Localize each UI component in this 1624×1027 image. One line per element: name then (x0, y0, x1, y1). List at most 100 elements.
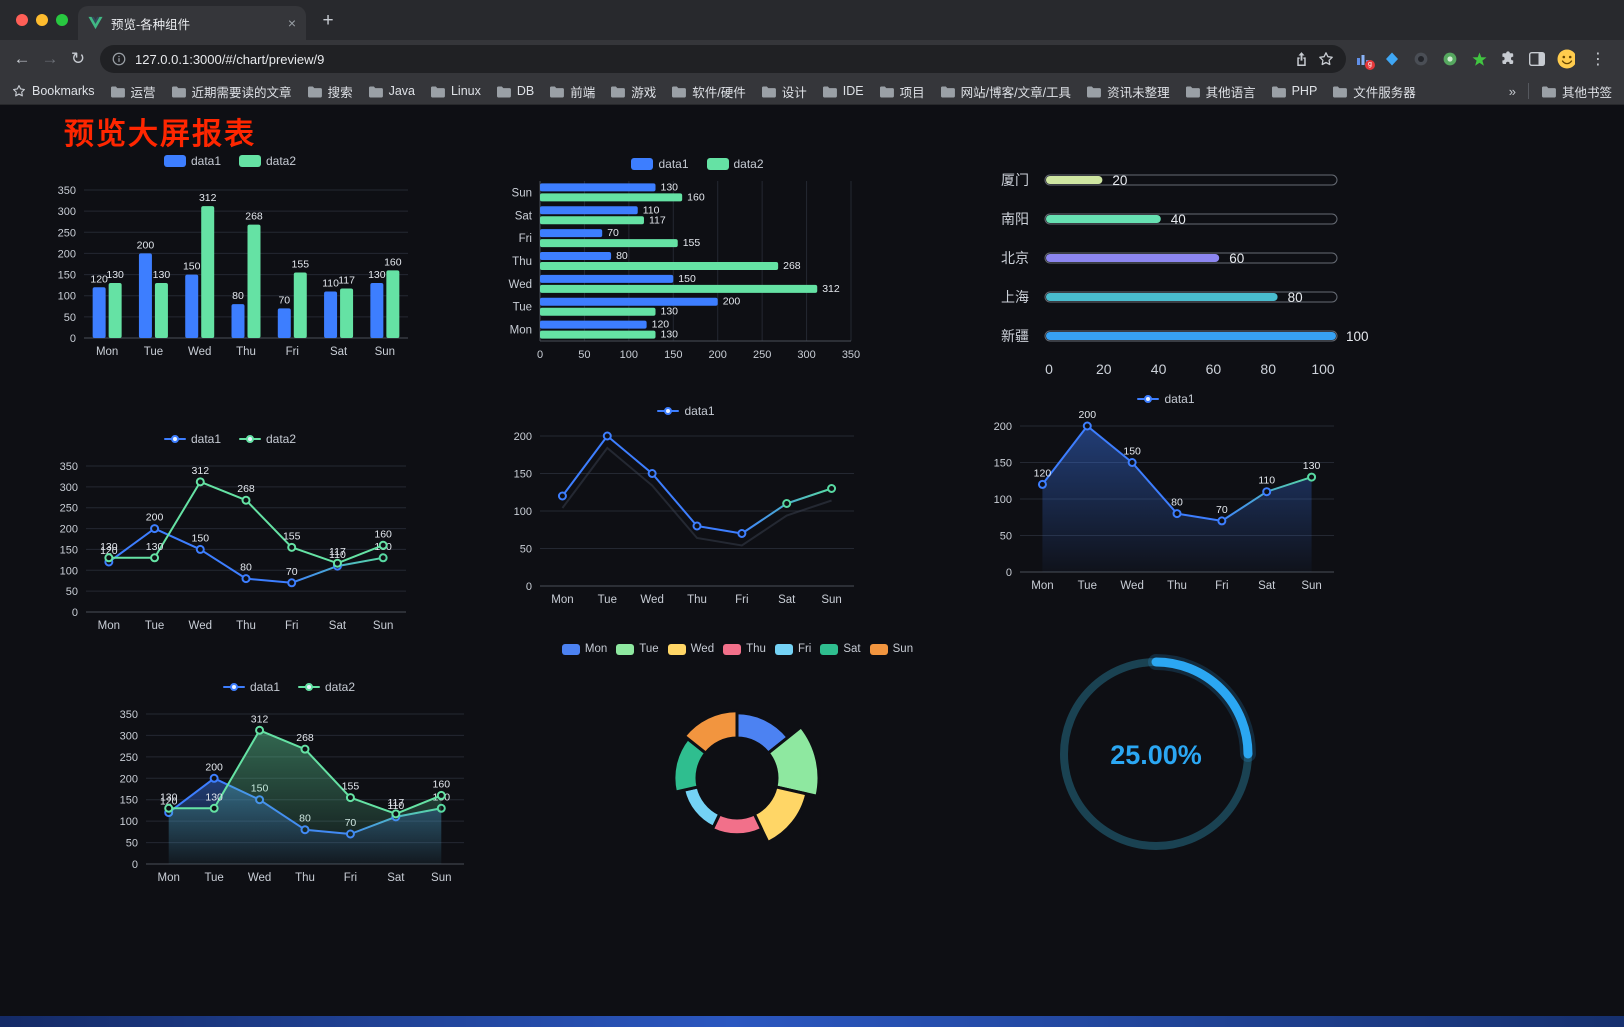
browser-menu-button[interactable]: ⋮ (1590, 51, 1606, 68)
other-bookmarks-folder[interactable]: 其他书签 (1541, 82, 1612, 101)
bookmark-folder[interactable]: IDE (822, 82, 864, 101)
legend-swatch (667, 643, 686, 655)
profile-avatar[interactable] (1557, 49, 1575, 69)
folder-icon (672, 85, 687, 97)
legend-item[interactable]: Sun (869, 643, 913, 655)
legend-item[interactable]: Thu (723, 643, 766, 655)
legend-item[interactable]: data2 (298, 680, 355, 694)
svg-text:Fri: Fri (735, 594, 748, 606)
svg-text:Thu: Thu (1167, 580, 1187, 592)
bookmark-folder[interactable]: 项目 (879, 82, 925, 101)
svg-text:150: 150 (1123, 446, 1141, 458)
svg-text:250: 250 (60, 503, 78, 515)
svg-text:130: 130 (368, 269, 386, 281)
svg-text:Thu: Thu (512, 256, 532, 268)
legend-item[interactable]: Sat (820, 643, 861, 655)
bookmark-folder[interactable]: 网站/博客/文章/工具 (940, 82, 1071, 101)
legend-swatch (631, 158, 654, 170)
bookmark-star-icon[interactable] (1318, 51, 1334, 67)
legend-item[interactable]: data1 (1137, 392, 1195, 406)
svg-text:130: 130 (160, 791, 178, 803)
bookmark-folder[interactable]: 前端 (549, 82, 595, 101)
bookmark-folder[interactable]: PHP (1271, 82, 1317, 101)
reload-button[interactable]: ↻ (70, 49, 86, 68)
legend-label: data2 (733, 157, 764, 171)
minimize-window-button[interactable] (36, 14, 48, 26)
line-chart-canvas: 0 50 100 150 200 250 300 350 Mon Tue Wed Thu Fri Sat S… (60, 461, 406, 632)
legend-label: data2 (266, 432, 297, 446)
svg-text:Sun: Sun (512, 187, 532, 199)
bookmark-folder[interactable]: 软件/硬件 (671, 82, 746, 101)
legend-item[interactable]: data1 (163, 432, 221, 446)
chart-legend: data1 data2 (631, 153, 764, 175)
bookmark-folder[interactable]: Java (368, 82, 415, 101)
green-circle-extension-icon[interactable] (1441, 50, 1459, 68)
svg-text:Sat: Sat (387, 872, 405, 884)
svg-text:Sun: Sun (373, 620, 393, 632)
new-tab-button[interactable]: + (322, 10, 334, 31)
bookmark-label: Java (388, 84, 415, 98)
url-text[interactable]: 127.0.0.1:3000/#/chart/preview/9 (135, 51, 325, 67)
legend-item[interactable]: Fri (774, 643, 811, 655)
kite-extension-icon[interactable] (1383, 50, 1401, 68)
tab-favicon (88, 16, 103, 30)
tab-close-button[interactable]: × (287, 15, 296, 31)
legend-item[interactable]: Mon (561, 643, 607, 655)
bookmark-folder[interactable]: 运营 (110, 82, 156, 101)
browser-tab[interactable]: 预览-各种组件 × (78, 6, 306, 40)
green-star-extension-icon[interactable] (1470, 50, 1488, 68)
svg-text:312: 312 (822, 283, 840, 295)
svg-text:Sun: Sun (821, 594, 841, 606)
extensions-puzzle-icon[interactable] (1499, 50, 1517, 68)
bookmark-folder[interactable]: 搜索 (307, 82, 353, 101)
close-window-button[interactable] (16, 14, 28, 26)
svg-text:150: 150 (60, 544, 78, 556)
bookmark-folder[interactable]: DB (496, 82, 534, 101)
svg-text:130: 130 (153, 269, 171, 281)
svg-text:Sat: Sat (515, 210, 533, 222)
svg-text:120: 120 (652, 319, 670, 331)
bookmark-label: 其他语言 (1205, 85, 1256, 100)
analytics-extension-icon[interactable]: g (1354, 50, 1375, 70)
forward-button[interactable]: → (41, 49, 59, 68)
svg-text:60: 60 (1206, 361, 1222, 377)
legend-item[interactable]: data1 (631, 157, 689, 171)
svg-text:Fri: Fri (286, 346, 299, 358)
address-bar[interactable]: 127.0.0.1:3000/#/chart/preview/9 (100, 45, 1346, 73)
legend-item[interactable]: data1 (222, 680, 280, 694)
svg-text:250: 250 (753, 349, 771, 361)
bookmark-folder[interactable]: 资讯未整理 (1086, 82, 1170, 101)
bookmarks-manager-item[interactable]: Bookmarks (12, 84, 95, 98)
svg-text:200: 200 (60, 524, 78, 536)
legend-item[interactable]: data2 (706, 157, 764, 171)
svg-text:100: 100 (58, 291, 76, 303)
svg-text:0: 0 (526, 581, 532, 593)
bookmark-folder[interactable]: 游戏 (610, 82, 656, 101)
chart-legend: data1 (657, 400, 715, 422)
folder-icon (550, 85, 565, 97)
legend-item[interactable]: Tue (616, 643, 659, 655)
bookmark-folder[interactable]: 设计 (761, 82, 807, 101)
svg-text:160: 160 (374, 528, 392, 540)
legend-item[interactable]: data2 (239, 432, 296, 446)
bookmarks-overflow-chevron[interactable]: » (1508, 83, 1516, 99)
svg-text:0: 0 (1045, 361, 1053, 377)
svg-text:268: 268 (237, 483, 255, 495)
zoom-window-button[interactable] (56, 14, 68, 26)
legend-item[interactable]: Wed (667, 643, 714, 655)
legend-item[interactable]: data1 (657, 404, 715, 418)
gauge-chart: 25.00% (1053, 650, 1259, 860)
bookmark-folder[interactable]: Linux (430, 82, 481, 101)
legend-label: data1 (684, 404, 715, 418)
back-button[interactable]: ← (13, 49, 31, 68)
svg-text:100: 100 (620, 349, 638, 361)
share-icon[interactable] (1294, 51, 1309, 67)
legend-item[interactable]: data2 (239, 154, 296, 168)
bookmark-folder[interactable]: 文件服务器 (1332, 82, 1416, 101)
bookmark-folder[interactable]: 近期需要读的文章 (171, 82, 292, 101)
side-panel-icon[interactable] (1528, 50, 1546, 68)
dark-circle-extension-icon[interactable] (1412, 50, 1430, 68)
bookmark-folder[interactable]: 其他语言 (1185, 82, 1256, 101)
site-info-icon[interactable] (112, 52, 126, 66)
legend-item[interactable]: data1 (163, 154, 221, 168)
